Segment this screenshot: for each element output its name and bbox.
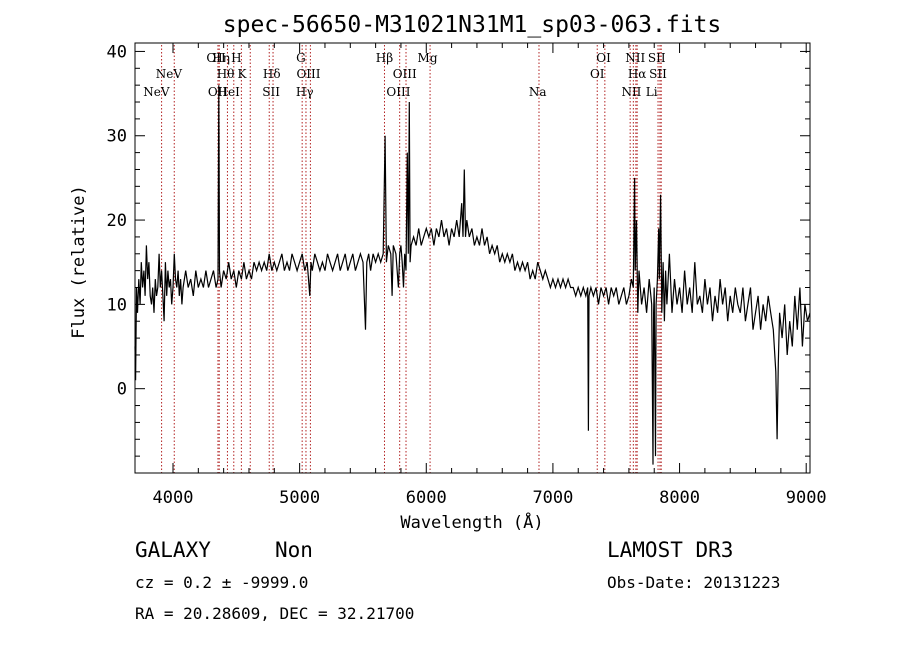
y-tick-label: 10 — [107, 295, 127, 315]
y-tick-label: 30 — [107, 127, 127, 147]
emission-label-6: HeI — [218, 85, 241, 99]
x-tick-label: 6000 — [406, 488, 447, 508]
emission-line-markers — [161, 45, 662, 473]
emission-label-20: OI — [590, 67, 605, 81]
emission-label-24: SII — [648, 51, 666, 65]
chart-title: spec-56650-M31021N31M1_sp03-063.fits — [223, 12, 722, 38]
object-subclass: Non — [275, 538, 313, 562]
emission-label-19: OI — [596, 51, 611, 65]
emission-label-13: Hγ — [296, 85, 314, 99]
x-axis-ticks: 4000 5000 6000 7000 8000 9000 — [153, 43, 827, 508]
emission-label-18: Na — [529, 85, 547, 99]
emission-label-21: NII — [625, 51, 645, 65]
emission-label-26: Li — [646, 85, 658, 99]
emission-label-7: H — [231, 51, 241, 65]
emission-label-2: OII — [206, 51, 226, 65]
x-axis-label: Wavelength (Å) — [400, 511, 543, 533]
emission-label-14: Hβ — [376, 51, 393, 65]
x-tick-label: 8000 — [659, 488, 700, 508]
emission-label-15: OIII — [393, 67, 417, 81]
emission-label-11: G — [296, 51, 306, 65]
spectrum-line — [134, 85, 811, 465]
emission-label-12: OIII — [296, 67, 320, 81]
observation-date: Obs-Date: 20131223 — [607, 573, 781, 592]
emission-label-16: OIII — [386, 85, 410, 99]
x-tick-label: 7000 — [532, 488, 573, 508]
redshift-cz: cz = 0.2 ± -9999.0 — [135, 573, 309, 592]
y-tick-label: 20 — [107, 211, 127, 231]
emission-label-1: NeV — [156, 67, 183, 81]
emission-label-8: K — [238, 67, 248, 81]
emission-label-17: Mg — [418, 51, 438, 65]
survey-name: LAMOST DR3 — [607, 538, 734, 562]
emission-label-4: Hη — [212, 51, 230, 65]
emission-label-9: Hδ — [263, 67, 281, 81]
object-class: GALAXY — [135, 538, 211, 562]
emission-label-10: SII — [262, 85, 280, 99]
y-axis-label: Flux (relative) — [69, 185, 89, 339]
plot-frame — [134, 42, 811, 474]
emission-label-3: OII — [208, 85, 228, 99]
emission-label-22: Hα — [628, 67, 647, 81]
y-tick-label: 0 — [117, 380, 127, 400]
x-tick-label: 9000 — [786, 488, 827, 508]
x-tick-label: 5000 — [279, 488, 320, 508]
emission-label-25: SII — [649, 67, 667, 81]
emission-label-5: Hθ — [217, 67, 235, 81]
y-tick-label: 40 — [107, 42, 127, 62]
x-tick-label: 4000 — [153, 488, 194, 508]
ra-dec-coordinates: RA = 20.28609, DEC = 32.21700 — [135, 604, 415, 623]
y-axis-ticks: 0 10 20 30 40 — [107, 42, 810, 474]
emission-label-0: NeV — [143, 85, 170, 99]
emission-label-23: NII — [621, 85, 641, 99]
